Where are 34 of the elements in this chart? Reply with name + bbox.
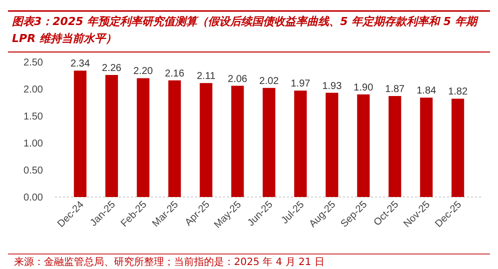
data-label: 2.20 [133, 66, 154, 78]
bar [136, 78, 150, 197]
data-label: 1.93 [322, 80, 342, 92]
bar [231, 86, 244, 197]
bar [262, 88, 276, 197]
bar [74, 70, 86, 197]
source-note: 来源：金融监管总局、研究所整理；当前指的是：2025 年 4 月 21 日 [14, 256, 324, 268]
data-label: 2.26 [102, 62, 122, 74]
data-label: 1.87 [385, 84, 406, 96]
data-label: 1.82 [448, 86, 468, 98]
data-label: 2.11 [196, 71, 216, 82]
bar [388, 96, 402, 197]
data-label: 2.34 [70, 58, 90, 70]
data-label: 1.97 [290, 78, 311, 90]
y-tick-label: 2.00 [24, 84, 44, 96]
data-label: 2.06 [228, 74, 248, 85]
bar [200, 83, 212, 197]
data-label: 1.90 [354, 82, 374, 94]
bar [326, 92, 338, 197]
bar [452, 98, 464, 197]
data-label: 2.16 [164, 68, 185, 80]
y-tick-label: 2.50 [24, 58, 44, 68]
y-tick-label: 1.00 [24, 138, 44, 150]
bar [105, 74, 118, 197]
bar [420, 98, 433, 197]
bar [294, 90, 307, 197]
y-tick-label: 1.50 [24, 112, 44, 122]
y-tick-label: 0.50 [24, 166, 44, 176]
data-label: 1.84 [416, 86, 437, 97]
data-label: 2.02 [259, 76, 280, 87]
bar [168, 80, 181, 197]
bar [357, 94, 370, 197]
chart-title: 图表3：2025 年预定利率研究值测算（假设后续国债收益率曲线、5 年定期存款利率和 5 年期 LPR 维持当前水平） [12, 14, 480, 47]
y-tick-label: 0.00 [24, 192, 44, 204]
